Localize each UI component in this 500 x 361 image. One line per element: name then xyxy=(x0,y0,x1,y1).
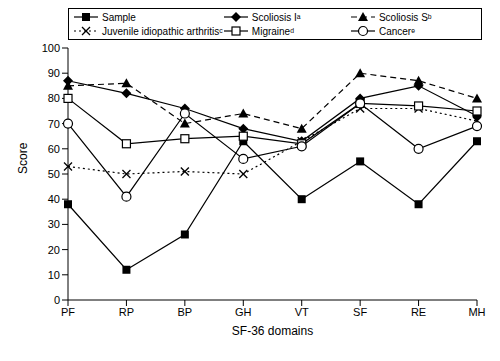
svg-text:10: 10 xyxy=(48,269,60,281)
svg-text:0: 0 xyxy=(54,294,60,306)
html-text:Cancerᵉ: Cancerᵉ xyxy=(378,25,415,37)
svg-text:RE: RE xyxy=(411,306,426,318)
svg-text:80: 80 xyxy=(48,92,60,104)
svg-text:RP: RP xyxy=(119,306,134,318)
svg-text:90: 90 xyxy=(48,67,60,79)
svg-text:20: 20 xyxy=(48,244,60,256)
svg-text:GH: GH xyxy=(235,306,252,318)
html-text:Scoliosis Sᵇ: Scoliosis Sᵇ xyxy=(378,11,432,23)
svg-text:50: 50 xyxy=(48,168,60,180)
svg-text:BP: BP xyxy=(178,306,193,318)
html-text:Juvenile idiopathic arthritisᶜ: Juvenile idiopathic arthritisᶜ xyxy=(102,25,223,37)
svg-text:PF: PF xyxy=(61,306,75,318)
svg-text:30: 30 xyxy=(48,218,60,230)
svg-text:MH: MH xyxy=(468,306,485,318)
svg-text:VT: VT xyxy=(295,306,309,318)
svg-text:Score: Score xyxy=(16,142,30,174)
svg-text:100: 100 xyxy=(42,42,60,54)
svg-text:40: 40 xyxy=(48,193,60,205)
svg-text:70: 70 xyxy=(48,118,60,130)
svg-text:60: 60 xyxy=(48,143,60,155)
html-text:Scoliosis Iᵃ: Scoliosis Iᵃ xyxy=(251,11,301,23)
svg-text:SF-36 domains: SF-36 domains xyxy=(232,324,313,338)
html-text:Sample: Sample xyxy=(102,11,136,23)
svg-text:SF: SF xyxy=(353,306,367,318)
html-text:Migraineᵈ: Migraineᵈ xyxy=(251,25,294,37)
